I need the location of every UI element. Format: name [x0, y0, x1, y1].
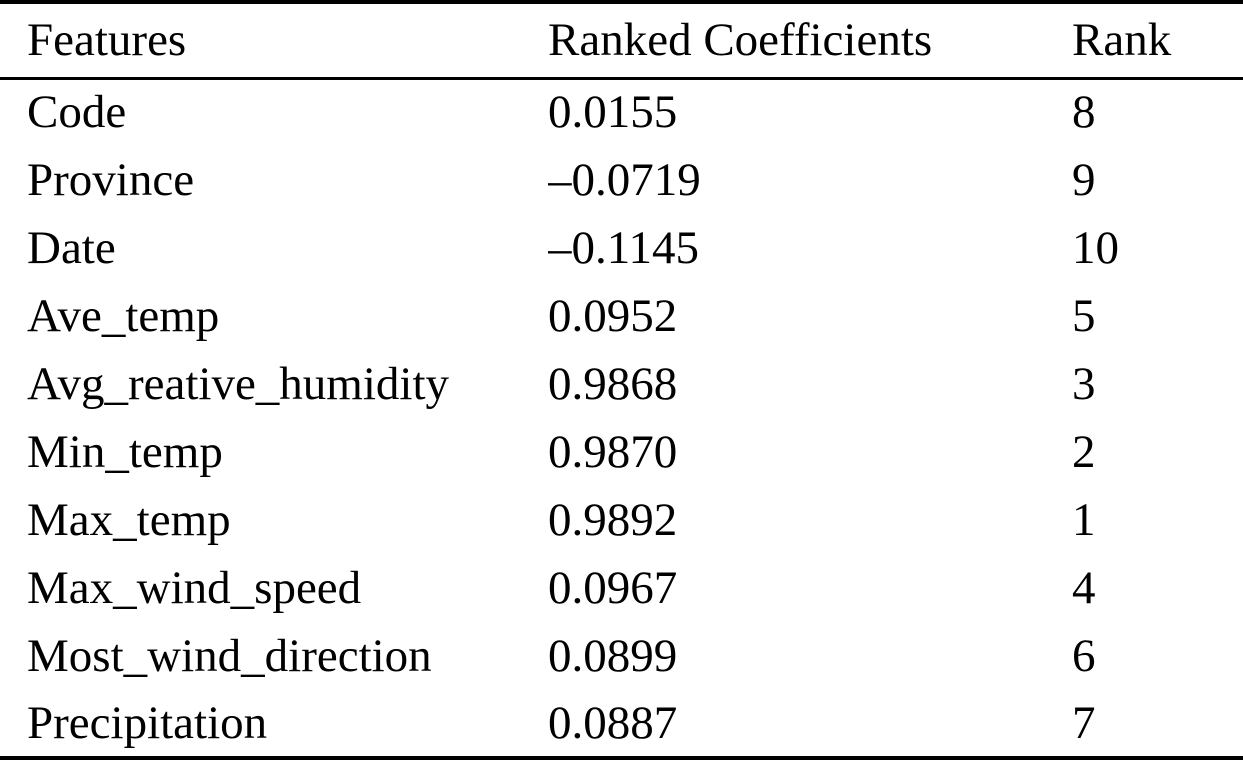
- rank-cell: 6: [1072, 629, 1096, 682]
- table-row: Date –0.1145 10: [0, 214, 1243, 282]
- table-row: Max_temp 0.9892 1: [0, 486, 1243, 554]
- feature-cell: Code: [27, 86, 127, 139]
- rank-cell: 8: [1072, 86, 1096, 139]
- column-header-ranked-coefficients: Ranked Coefficients: [548, 2, 1072, 80]
- rank-cell: 7: [1072, 696, 1096, 749]
- feature-cell: Date: [27, 221, 116, 274]
- rank-cell: 3: [1072, 357, 1096, 410]
- coefficient-cell: 0.0899: [548, 629, 678, 682]
- table-row: Max_wind_speed 0.0967 4: [0, 554, 1243, 622]
- feature-cell: Ave_temp: [27, 289, 220, 342]
- coefficient-cell: –0.1145: [548, 221, 700, 274]
- table-header: Features Ranked Coefficients Rank: [0, 2, 1243, 80]
- feature-cell: Min_temp: [27, 425, 223, 478]
- feature-cell: Precipitation: [27, 696, 268, 749]
- rank-cell: 9: [1072, 153, 1096, 206]
- coefficient-cell: 0.0155: [548, 86, 678, 139]
- feature-cell: Avg_reative_humidity: [27, 357, 450, 410]
- rank-cell: 1: [1072, 493, 1096, 546]
- coefficient-cell: 0.0952: [548, 289, 678, 342]
- rank-cell: 5: [1072, 289, 1096, 342]
- table-row: Ave_temp 0.0952 5: [0, 282, 1243, 350]
- coefficient-cell: 0.0967: [548, 561, 678, 614]
- table-row: Precipitation 0.0887 7: [0, 690, 1243, 758]
- feature-cell: Max_wind_speed: [27, 561, 362, 614]
- table-body: Code 0.0155 8 Province –0.0719 9 Date –0.1145 10…: [0, 78, 1243, 758]
- feature-cell: Province: [27, 153, 195, 206]
- rank-cell: 10: [1072, 221, 1119, 274]
- table-row: Min_temp 0.9870 2: [0, 418, 1243, 486]
- coefficient-cell: 0.9892: [548, 493, 678, 546]
- coefficient-cell: 0.0887: [548, 696, 678, 749]
- coefficient-cell: –0.0719: [548, 153, 701, 206]
- coefficient-cell: 0.9868: [548, 357, 678, 410]
- table-row: Avg_reative_humidity 0.9868 3: [0, 350, 1243, 418]
- column-header-rank: Rank: [1072, 2, 1243, 80]
- rank-cell: 4: [1072, 561, 1096, 614]
- table-row: Province –0.0719 9: [0, 146, 1243, 214]
- coefficient-cell: 0.9870: [548, 425, 678, 478]
- feature-cell: Most_wind_direction: [27, 629, 432, 682]
- header-row: Features Ranked Coefficients Rank: [0, 2, 1243, 80]
- table-row: Most_wind_direction 0.0899 6: [0, 622, 1243, 690]
- feature-cell: Max_temp: [27, 493, 231, 546]
- column-header-features: Features: [0, 2, 548, 80]
- rank-cell: 2: [1072, 425, 1096, 478]
- table-row: Code 0.0155 8: [0, 78, 1243, 146]
